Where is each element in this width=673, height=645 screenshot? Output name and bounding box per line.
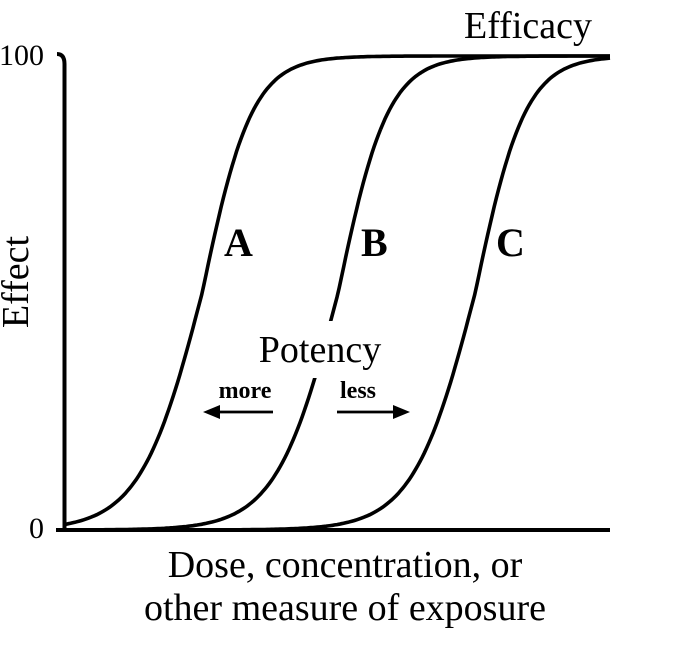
y-tick-0: 0 [29,512,44,545]
y-axis-title: Effect [0,235,37,329]
y-axis-line [56,52,67,532]
y-tick-100: 100 [0,39,44,72]
less-potency-arrow [337,405,410,419]
potency-annotation: Potency [250,321,390,378]
less-arrow-right-head-icon [393,405,410,419]
dose-response-curve-c [64,56,611,532]
dose-response-curve-b [64,54,610,532]
potency-more-label: more [218,378,272,404]
curve-label-a: A [224,220,253,265]
potency-less-label: less [340,378,376,404]
efficacy-annotation: Efficacy [464,5,592,47]
x-axis-title: Dose, concentration, or other measure of… [95,544,595,630]
curve-label-c: C [496,220,525,265]
curve-label-b: B [361,220,388,265]
x-axis-title-line2: other measure of exposure [143,587,546,629]
x-axis-title-line1: Dose, concentration, or [167,544,523,586]
more-potency-arrow [203,405,273,419]
more-arrow-left-head-icon [203,405,220,419]
